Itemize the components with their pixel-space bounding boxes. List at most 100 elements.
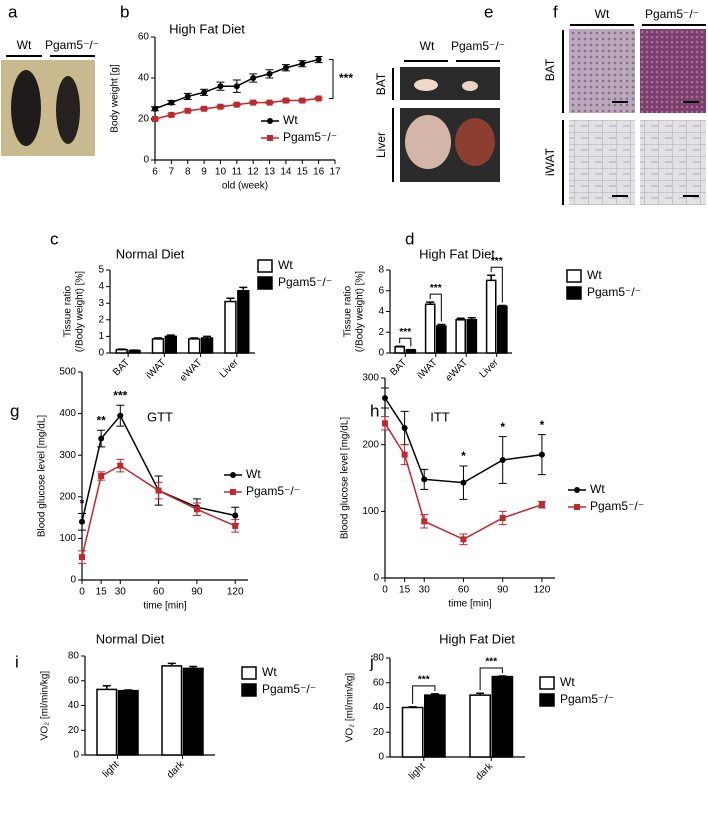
x-tick-label: 9 xyxy=(201,167,207,178)
column-label: Wt xyxy=(595,7,610,21)
bar xyxy=(200,337,214,354)
y-tick-label: 80 xyxy=(373,653,385,664)
x-tick-label: iWAT xyxy=(144,357,168,381)
point xyxy=(168,99,175,106)
legend-swatch xyxy=(539,676,555,690)
x-tick-label: Liver xyxy=(478,357,502,381)
y-tick-label: 20 xyxy=(138,114,150,125)
panel-label: h xyxy=(370,401,379,420)
point xyxy=(282,64,289,71)
point xyxy=(155,487,162,494)
x-tick-label: 15 xyxy=(297,167,309,178)
photo-panel-f: f Wt Pgam5⁻/⁻ BAT iWAT xyxy=(543,2,706,205)
histology xyxy=(569,29,635,113)
x-axis-label: time [min] xyxy=(143,601,187,612)
error-bar xyxy=(190,337,199,339)
error-bar xyxy=(153,337,162,339)
x-tick-label: 14 xyxy=(280,167,292,178)
bar xyxy=(188,338,201,354)
point xyxy=(460,479,467,486)
point xyxy=(421,518,428,525)
chart-title: Normal Diet xyxy=(96,631,165,646)
panel-label: d xyxy=(405,229,414,248)
histology xyxy=(569,120,635,205)
point xyxy=(79,518,85,525)
legend-swatch xyxy=(539,693,555,707)
point xyxy=(232,522,239,529)
y-tick-label: 300 xyxy=(362,373,379,384)
y-tick-label: 0 xyxy=(73,750,79,761)
error-bar xyxy=(498,304,507,307)
row-label: Liver xyxy=(374,132,388,158)
bar xyxy=(96,688,118,756)
x-tick-label: BAT xyxy=(388,357,409,378)
panel-label: j xyxy=(369,652,374,671)
legend-marker xyxy=(267,118,273,124)
bar xyxy=(405,349,417,354)
panel-label: b xyxy=(120,2,129,21)
x-tick-label: eWAT xyxy=(178,357,205,384)
point xyxy=(315,56,322,63)
y-tick-label: 200 xyxy=(362,439,379,450)
y-tick-label: 80 xyxy=(68,651,80,662)
point xyxy=(499,457,506,463)
point xyxy=(217,103,224,110)
bar xyxy=(182,667,204,756)
chart-title: ITT xyxy=(430,409,450,424)
x-tick-label: 60 xyxy=(458,585,470,596)
panel-label: g xyxy=(10,401,19,420)
y-tick-label: 40 xyxy=(138,73,150,84)
y-tick-label: 1 xyxy=(98,331,104,342)
error-bar xyxy=(239,286,248,291)
chart-title: Normal Diet xyxy=(116,246,185,261)
point xyxy=(250,75,257,81)
significance: *** xyxy=(113,388,127,402)
point xyxy=(421,476,428,483)
bar xyxy=(164,335,177,354)
point xyxy=(460,536,467,543)
line xyxy=(384,422,543,541)
y-tick-label: 40 xyxy=(373,702,385,713)
legend-label: Pgam5⁻/⁻ xyxy=(246,484,300,498)
y-tick-label: 400 xyxy=(59,408,76,419)
x-tick-label: 7 xyxy=(169,167,175,178)
point xyxy=(315,95,322,102)
legend-label: Pgam5⁻/⁻ xyxy=(283,130,337,144)
y-tick-label: 40 xyxy=(68,700,80,711)
y-axis-label: Blood glucose level [mg/dL] xyxy=(37,415,48,538)
x-tick-label: 90 xyxy=(191,587,203,598)
legend-label: Wt xyxy=(278,258,293,272)
x-tick-label: 0 xyxy=(382,585,388,596)
x-axis-label: time [min] xyxy=(448,599,492,610)
point xyxy=(538,451,545,458)
legend-label: Wt xyxy=(587,268,602,282)
bar xyxy=(469,694,491,758)
y-axis-label: Tissue ratio xyxy=(343,285,354,337)
bar xyxy=(424,694,446,758)
mouse xyxy=(56,76,80,144)
x-tick-label: light xyxy=(101,759,122,780)
bar xyxy=(224,300,237,354)
point xyxy=(232,512,239,519)
point xyxy=(79,554,85,561)
x-tick-label: 0 xyxy=(79,587,85,598)
x-tick-label: eWAT xyxy=(444,357,471,384)
point xyxy=(184,107,191,114)
x-tick-label: 16 xyxy=(313,167,325,178)
point xyxy=(152,116,158,122)
column-label: Pgam5⁻/⁻ xyxy=(645,7,699,21)
x-tick-label: Liver xyxy=(218,357,242,381)
x-tick-label: 120 xyxy=(534,585,551,596)
y-tick-label: 8 xyxy=(378,265,384,276)
significance: *** xyxy=(491,256,503,267)
point xyxy=(193,506,200,513)
bar xyxy=(394,346,406,354)
legend-swatch xyxy=(241,683,257,697)
x-tick-label: 60 xyxy=(153,587,165,598)
legend-marker xyxy=(230,489,236,495)
error-bar xyxy=(226,297,235,302)
y-tick-label: 5 xyxy=(98,265,104,276)
significance: * xyxy=(500,420,505,434)
y-tick-label: 60 xyxy=(138,32,150,43)
bar xyxy=(115,348,128,354)
